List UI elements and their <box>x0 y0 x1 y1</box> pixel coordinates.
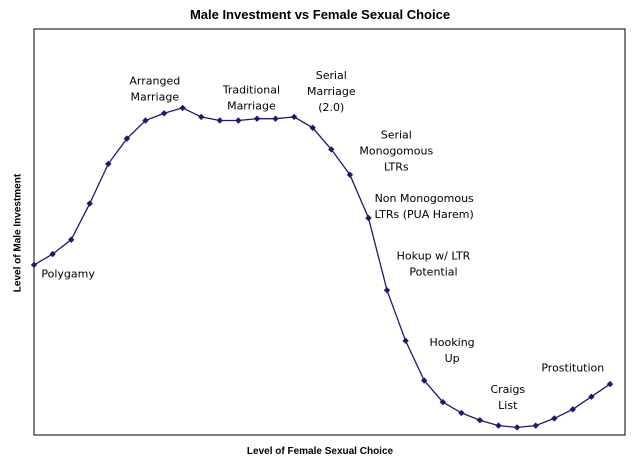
data-point <box>365 214 372 222</box>
data-point <box>235 117 242 124</box>
data-point <box>160 110 168 117</box>
data-point <box>421 377 428 384</box>
data-point-layer <box>30 104 614 431</box>
series-line-layer <box>33 107 611 429</box>
annotation-layer: Polygamy Arranged Marriage Traditional Marri… <box>41 69 604 412</box>
annotation-polygamy: Polygamy <box>41 268 95 281</box>
annotation-arranged-marriage: Arranged Marriage <box>129 74 180 103</box>
annotation-hooking-up: Hooking Up <box>430 336 475 365</box>
data-point <box>142 117 149 124</box>
data-point <box>551 415 558 422</box>
x-axis-label: Level of Female Sexual Choice <box>246 446 394 457</box>
data-point <box>532 422 539 429</box>
data-point <box>328 146 335 153</box>
data-point <box>49 250 56 258</box>
data-point <box>606 380 614 388</box>
data-point <box>86 200 93 207</box>
data-point <box>346 171 354 178</box>
annotation-serial-marriage: Serial Marriage (2.0) <box>307 69 356 114</box>
data-point <box>309 124 316 131</box>
data-point <box>495 422 502 429</box>
data-point <box>290 113 298 121</box>
data-point <box>569 406 576 413</box>
data-point <box>513 424 521 431</box>
series-line <box>33 107 611 429</box>
data-point <box>253 115 261 122</box>
annotation-craigs-list: Craigs List <box>490 383 525 412</box>
data-point <box>30 261 38 269</box>
data-point <box>272 115 279 122</box>
plot-frame <box>33 28 626 436</box>
data-point <box>383 287 391 294</box>
annotation-prostitution: Prostitution <box>541 361 604 374</box>
data-point <box>476 417 484 424</box>
data-point <box>179 104 186 112</box>
annotation-traditional-marriage: Traditional Marriage <box>222 84 280 113</box>
data-point <box>216 117 223 124</box>
data-point <box>458 409 465 417</box>
annotation-hokup-ltr-potential: Hokup w/ LTR Potential <box>397 250 471 279</box>
data-point <box>588 393 595 400</box>
data-point <box>105 160 112 168</box>
chart-title: Male Investment vs Female Sexual Choice <box>189 7 451 22</box>
data-point <box>123 135 131 142</box>
data-point <box>439 398 446 406</box>
annotation-serial-monogomous-ltrs: Serial Monogomous LTRs <box>359 129 433 174</box>
y-axis-label: Level of Male Investment <box>12 173 24 293</box>
annotation-non-monogomous-ltrs: Non Monogomous LTRs (PUA Harem) <box>375 192 475 221</box>
data-point <box>68 236 75 243</box>
data-point <box>402 337 409 344</box>
data-point <box>198 113 205 121</box>
